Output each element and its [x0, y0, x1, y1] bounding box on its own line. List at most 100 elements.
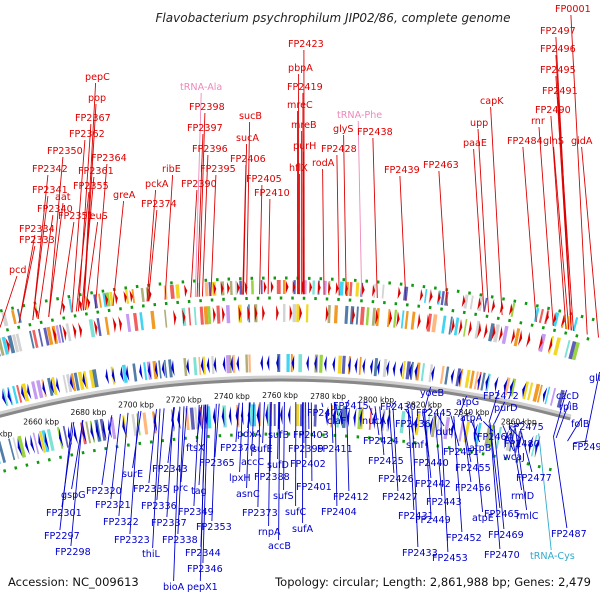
strand-arrow: [325, 305, 329, 322]
gene-feature-block: [12, 334, 20, 353]
strand-arrow: [111, 367, 116, 384]
strand-arrow: [265, 405, 268, 425]
gene-label: atpG: [456, 397, 479, 408]
gene-feature-block: [83, 370, 89, 390]
gene-feature-block: [104, 316, 110, 335]
leader-line: [201, 154, 209, 297]
gene-feature-block: [553, 337, 561, 356]
leader-line: [461, 411, 471, 418]
strand-arrow: [538, 334, 543, 351]
gene-feature-block: [235, 280, 238, 295]
strand-arrow: [86, 296, 91, 309]
strand-arrow: [154, 361, 159, 378]
leader-line: [357, 120, 363, 297]
gene-label: greA: [113, 190, 136, 201]
leader-line: [557, 96, 574, 331]
gene-feature-block: [382, 358, 388, 378]
gene-label: FP2484: [507, 136, 543, 147]
strand-arrow: [30, 434, 36, 454]
strand-arrow: [186, 358, 190, 375]
gene-label: sufD: [267, 460, 289, 471]
strand-arrow: [104, 293, 109, 307]
strand-arrow: [17, 437, 23, 457]
strand-arrow: [213, 282, 217, 296]
strand-arrow: [396, 310, 400, 327]
strand-arrow: [247, 305, 250, 322]
gene-label: hflX: [289, 163, 308, 174]
gene-label: FP2472: [483, 391, 519, 402]
leader-line: [48, 202, 64, 317]
leader-line: [239, 402, 244, 473]
strand-arrow: [327, 281, 331, 295]
strand-arrow: [78, 322, 83, 339]
gene-label: leuS: [87, 211, 108, 222]
gene-feature-block: [410, 361, 414, 380]
gene-feature-block: [425, 414, 431, 437]
strand-arrow: [56, 377, 61, 394]
strand-arrow: [461, 294, 466, 308]
gene-feature-block: [47, 377, 54, 396]
gene-label: gspG: [61, 490, 86, 501]
leader-line: [423, 411, 432, 515]
gene-label: FP2320: [86, 486, 122, 497]
strand-arrow: [129, 290, 133, 303]
gene-label: pepC: [85, 72, 110, 83]
gene-feature-block: [424, 288, 428, 303]
gene-label: FP2333: [19, 235, 55, 246]
strand-arrow: [517, 329, 523, 346]
gene-feature-block: [571, 341, 580, 361]
gene-feature-block: [359, 306, 365, 326]
strand-arrow: [458, 369, 462, 386]
leader-line: [146, 189, 157, 302]
gene-feature-block: [420, 363, 426, 382]
gene-feature-block: [501, 325, 509, 345]
gene-feature-block: [32, 432, 40, 455]
scale-label: 2640 kbp: [0, 429, 13, 438]
gene-feature-block: [55, 325, 62, 344]
gene-feature-block: [368, 407, 373, 430]
gene-label: FP2440: [413, 458, 449, 469]
gene-feature-block: [441, 315, 447, 334]
gene-label: mreB: [291, 120, 317, 131]
gene-feature-block: [341, 355, 346, 374]
gene-feature-block: [15, 333, 23, 352]
scale-label: 2660 kbp: [23, 418, 59, 427]
strand-arrow: [324, 355, 327, 373]
strand-arrow: [408, 362, 413, 379]
strand-arrow: [526, 331, 531, 348]
gene-feature-block: [463, 294, 469, 309]
gene-feature-block: [43, 327, 50, 346]
leader-line: [198, 404, 205, 486]
leader-line: [112, 200, 125, 306]
gene-label: FP2351: [58, 211, 94, 222]
gene-feature-block: [319, 354, 323, 373]
gene-label: lpxH: [229, 473, 251, 484]
strand-arrow: [118, 316, 122, 333]
gene-feature-block: [31, 381, 39, 400]
leader-line: [434, 413, 443, 497]
leader-line: [570, 14, 588, 335]
gene-label: FP2361: [78, 166, 114, 177]
leader-line: [346, 399, 350, 405]
gene-feature-block: [556, 389, 565, 409]
strand-arrow: [317, 281, 321, 294]
gene-feature-block: [484, 424, 492, 447]
strand-arrow: [285, 280, 289, 294]
strand-arrow: [299, 305, 303, 322]
gene-feature-block: [333, 305, 339, 324]
gene-feature-block: [448, 316, 453, 335]
gene-label: capK: [480, 96, 504, 107]
scale-label: 2860 kbp: [501, 418, 537, 427]
gene-label: claF: [327, 416, 346, 427]
strand-arrow: [7, 388, 12, 404]
gene-feature-block: [109, 291, 114, 307]
leader-line: [440, 413, 449, 553]
gene-label: FP2431: [398, 511, 434, 522]
gene-label: pcd: [9, 265, 26, 276]
gene-feature-block: [140, 287, 145, 303]
gene-feature-block: [292, 304, 297, 323]
leader-line: [550, 115, 567, 330]
strand-arrow: [437, 291, 441, 304]
gene-feature-block: [549, 387, 557, 406]
